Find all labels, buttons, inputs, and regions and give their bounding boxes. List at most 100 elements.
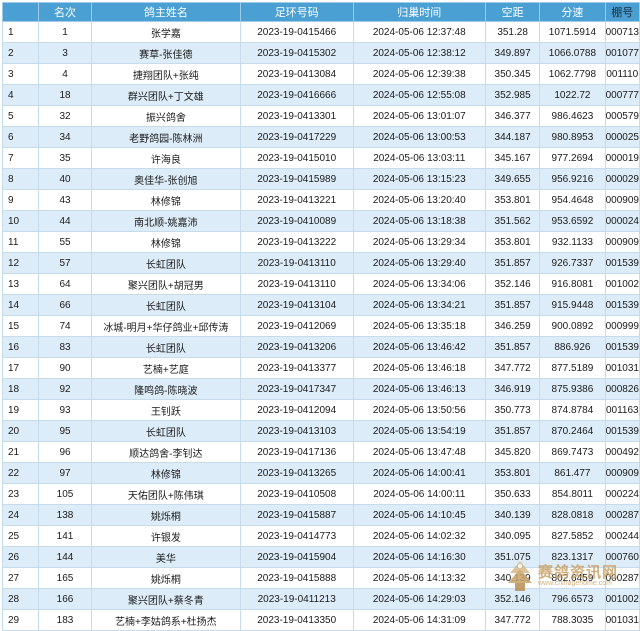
speed-cell: 915.9448 (539, 294, 606, 316)
row-index-cell: 5 (1, 105, 40, 127)
ring-number-cell: 2023-19-0415887 (239, 504, 354, 526)
rank-cell: 34 (38, 126, 92, 148)
ring-number-cell: 2023-19-0415466 (239, 21, 354, 43)
table-row: 4 18 群兴团队+丁文雄 2023-19-0416666 2024-05-06 12:… (1, 84, 640, 106)
rank-cell: 3 (38, 42, 92, 64)
rank-cell: 32 (38, 105, 92, 127)
speed-cell: 827.5852 (539, 525, 606, 547)
loft-number-cell: 000579 (604, 105, 640, 127)
col-ring-header: 足环号码 (239, 2, 354, 22)
rank-cell: 96 (38, 441, 92, 463)
rank-cell: 97 (38, 462, 92, 484)
owner-name-cell: 长虹团队 (90, 294, 241, 316)
pagoda-logo-icon (508, 561, 532, 591)
row-index-cell: 29 (1, 609, 40, 631)
owner-name-cell: 捷翔团队+张纯 (90, 63, 241, 85)
owner-name-cell: 振兴鸽舍 (90, 105, 241, 127)
distance-cell: 352.985 (484, 84, 541, 106)
return-time-cell: 2024-05-06 13:46:13 (352, 378, 486, 400)
owner-name-cell: 长虹团队 (90, 420, 241, 442)
owner-name-cell: 聚兴团队+胡冠男 (90, 273, 241, 295)
return-time-cell: 2024-05-06 14:16:30 (352, 546, 486, 568)
ring-number-cell: 2023-19-0413221 (239, 189, 354, 211)
row-index-cell: 23 (1, 483, 40, 505)
distance-cell: 340.095 (484, 525, 541, 547)
table-row: 7 35 许海良 2023-19-0415010 2024-05-06 13:03:11… (1, 147, 640, 169)
col-index-header (1, 2, 40, 22)
return-time-cell: 2024-05-06 13:50:56 (352, 399, 486, 421)
rank-cell: 66 (38, 294, 92, 316)
return-time-cell: 2024-05-06 14:00:11 (352, 483, 486, 505)
loft-number-cell: 000909 (604, 189, 640, 211)
rank-cell: 83 (38, 336, 92, 358)
rank-cell: 74 (38, 315, 92, 337)
col-rank-header: 名次 (38, 2, 92, 22)
speed-cell: 877.5189 (539, 357, 606, 379)
ring-number-cell: 2023-19-0417136 (239, 441, 354, 463)
speed-cell: 1062.7798 (539, 63, 606, 85)
ring-number-cell: 2023-19-0413377 (239, 357, 354, 379)
table-row: 23 105 天佑团队+陈伟琪 2023-19-0410508 2024-05-06 1… (1, 483, 640, 505)
ring-number-cell: 2023-19-0417347 (239, 378, 354, 400)
speed-cell: 1071.5914 (539, 21, 606, 43)
table-row: 16 83 长虹团队 2023-19-0413206 2024-05-06 13:46:… (1, 336, 640, 358)
table-row: 3 4 捷翔团队+张纯 2023-19-0413084 2024-05-06 12:39… (1, 63, 640, 85)
col-loft-header: 棚号 (604, 2, 640, 22)
loft-number-cell: 001002 (604, 273, 640, 295)
speed-cell: 854.8011 (539, 483, 606, 505)
rank-cell: 95 (38, 420, 92, 442)
distance-cell: 350.773 (484, 399, 541, 421)
distance-cell: 340.139 (484, 504, 541, 526)
row-index-cell: 26 (1, 546, 40, 568)
col-distance-header: 空距 (484, 2, 541, 22)
distance-cell: 349.655 (484, 168, 541, 190)
speed-cell: 956.9216 (539, 168, 606, 190)
owner-name-cell: 赛草-张佳德 (90, 42, 241, 64)
rank-cell: 183 (38, 609, 92, 631)
owner-name-cell: 美华 (90, 546, 241, 568)
speed-cell: 932.1133 (539, 231, 606, 253)
rank-cell: 141 (38, 525, 92, 547)
owner-name-cell: 许银发 (90, 525, 241, 547)
loft-number-cell: 000760 (604, 546, 640, 568)
return-time-cell: 2024-05-06 13:03:11 (352, 147, 486, 169)
row-index-cell: 6 (1, 126, 40, 148)
col-return-time-header: 归巢时间 (352, 2, 486, 22)
speed-cell: 788.3035 (539, 609, 606, 631)
distance-cell: 351.28 (484, 21, 541, 43)
speed-cell: 828.0818 (539, 504, 606, 526)
speed-cell: 900.0892 (539, 315, 606, 337)
distance-cell: 350.345 (484, 63, 541, 85)
distance-cell: 353.801 (484, 231, 541, 253)
distance-cell: 346.377 (484, 105, 541, 127)
speed-cell: 916.8081 (539, 273, 606, 295)
row-index-cell: 8 (1, 168, 40, 190)
owner-name-cell: 南北顺-姚嘉沛 (90, 210, 241, 232)
table-row: 5 32 振兴鸽舍 2023-19-0413301 2024-05-06 13:01:0… (1, 105, 640, 127)
header-row: 名次 鸽主姓名 足环号码 归巢时间 空距 分速 棚号 (1, 2, 640, 22)
owner-name-cell: 艺楠+李姑鸽系+杜扬杰 (90, 609, 241, 631)
speed-cell: 1066.0788 (539, 42, 606, 64)
table-row: 20 95 长虹团队 2023-19-0413103 2024-05-06 13:54:… (1, 420, 640, 442)
loft-number-cell: 001031 (604, 357, 640, 379)
table-row: 24 138 姚烁桐 2023-19-0415887 2024-05-06 14:10:… (1, 504, 640, 526)
table-row: 2 3 赛草-张佳德 2023-19-0415302 2024-05-06 12:38:… (1, 42, 640, 64)
owner-name-cell: 群兴团队+丁文雄 (90, 84, 241, 106)
rank-cell: 93 (38, 399, 92, 421)
speed-cell: 1022.72 (539, 84, 606, 106)
watermark-url: www.chinagehome.com (538, 580, 612, 587)
rank-cell: 90 (38, 357, 92, 379)
owner-name-cell: 林修锦 (90, 231, 241, 253)
distance-cell: 345.167 (484, 147, 541, 169)
row-index-cell: 12 (1, 252, 40, 274)
col-speed-header: 分速 (539, 2, 606, 22)
rank-cell: 43 (38, 189, 92, 211)
speed-cell: 953.6592 (539, 210, 606, 232)
return-time-cell: 2024-05-06 12:55:08 (352, 84, 486, 106)
loft-number-cell: 001031 (604, 609, 640, 631)
owner-name-cell: 林修锦 (90, 189, 241, 211)
loft-number-cell: 000492 (604, 441, 640, 463)
loft-number-cell: 001110 (604, 63, 640, 85)
loft-number-cell: 000909 (604, 231, 640, 253)
